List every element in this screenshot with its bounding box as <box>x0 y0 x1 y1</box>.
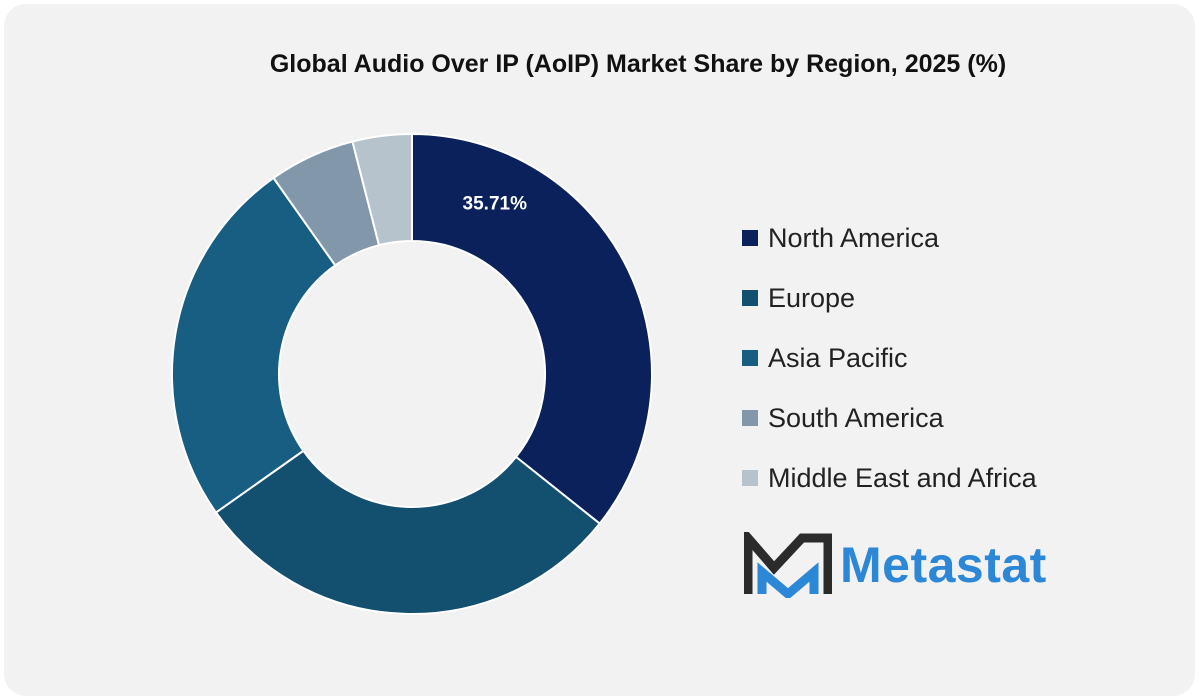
metastat-logo: Metastat <box>744 532 1047 598</box>
legend-swatch <box>742 350 758 366</box>
donut-slice-middle-east-and-africa <box>351 132 413 247</box>
legend-item: Middle East and Africa <box>742 448 1037 508</box>
donut-slice-north-america <box>411 132 653 525</box>
chart-title: Global Audio Over IP (AoIP) Market Share… <box>269 50 1007 78</box>
legend-label: South America <box>768 402 944 433</box>
metastat-logo-text: Metastat <box>840 537 1047 593</box>
legend-item: Europe <box>742 268 1037 328</box>
legend-swatch <box>742 230 758 246</box>
chart-legend: North America Europe Asia Pacific South Ame… <box>742 208 1037 508</box>
legend-label: North America <box>768 222 940 253</box>
legend-swatch <box>742 410 758 426</box>
legend-swatch <box>742 470 758 486</box>
slice-data-label: 35.71% <box>463 193 528 214</box>
legend-label: Europe <box>768 282 856 313</box>
legend-label: Asia Pacific <box>768 342 908 373</box>
legend-swatch <box>742 290 758 306</box>
legend-item: Asia Pacific <box>742 328 1037 388</box>
legend-label: Middle East and Africa <box>768 462 1037 493</box>
donut-slice-asia-pacific <box>171 176 337 514</box>
legend-item: South America <box>742 388 1037 448</box>
metastat-logo-mark-icon <box>744 532 832 598</box>
legend-item: North America <box>742 208 1037 268</box>
donut-slice-europe <box>214 449 602 615</box>
